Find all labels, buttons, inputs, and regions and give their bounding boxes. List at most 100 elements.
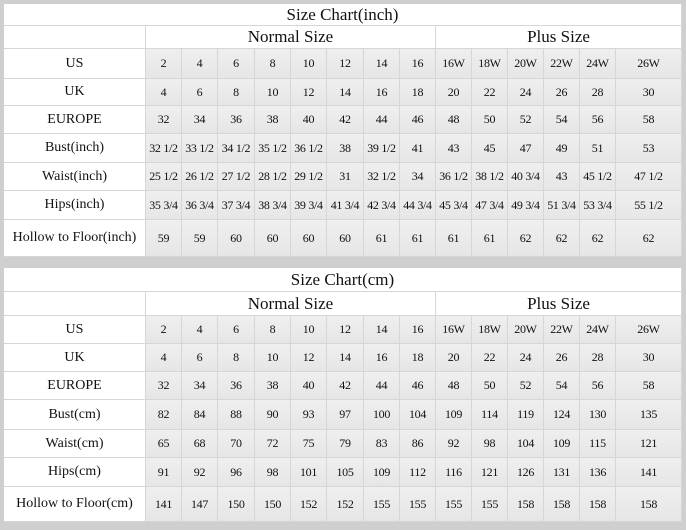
- size-value-cell: 62: [508, 220, 544, 257]
- size-value-cell: 141: [616, 458, 682, 487]
- size-value-cell: 26: [544, 344, 580, 372]
- size-value-cell: 14: [327, 79, 364, 106]
- row-label: US: [4, 49, 146, 79]
- size-value-cell: 4: [146, 79, 182, 106]
- size-value-cell: 124: [544, 400, 580, 430]
- size-value-cell: 61: [436, 220, 472, 257]
- size-value-cell: 59: [146, 220, 182, 257]
- size-value-cell: 65: [146, 430, 182, 458]
- size-value-cell: 14: [327, 344, 364, 372]
- size-value-cell: 10: [255, 344, 291, 372]
- size-value-cell: 38: [327, 134, 364, 163]
- size-value-cell: 28: [580, 79, 616, 106]
- size-value-cell: 104: [400, 400, 436, 430]
- size-value-cell: 98: [255, 458, 291, 487]
- size-value-cell: 16W: [436, 49, 472, 79]
- size-value-cell: 38 1/2: [472, 163, 508, 191]
- size-value-cell: 2: [146, 316, 182, 344]
- size-value-cell: 43: [436, 134, 472, 163]
- size-value-cell: 24: [508, 79, 544, 106]
- size-value-cell: 56: [580, 106, 616, 134]
- size-value-cell: 119: [508, 400, 544, 430]
- size-value-cell: 34: [400, 163, 436, 191]
- size-value-cell: 52: [508, 106, 544, 134]
- size-value-cell: 158: [616, 487, 682, 522]
- size-value-cell: 41 3/4: [327, 191, 364, 220]
- size-value-cell: 82: [146, 400, 182, 430]
- size-value-cell: 47 1/2: [616, 163, 682, 191]
- size-value-cell: 58: [616, 106, 682, 134]
- size-value-cell: 24: [508, 344, 544, 372]
- size-value-cell: 18W: [472, 49, 508, 79]
- size-value-cell: 26: [544, 79, 580, 106]
- size-value-cell: 20W: [508, 316, 544, 344]
- size-value-cell: 92: [182, 458, 218, 487]
- size-value-cell: 45 3/4: [436, 191, 472, 220]
- size-value-cell: 53 3/4: [580, 191, 616, 220]
- size-value-cell: 38: [255, 372, 291, 400]
- size-value-cell: 24W: [580, 316, 616, 344]
- row-label: Hips(cm): [4, 458, 146, 487]
- row-label: UK: [4, 344, 146, 372]
- size-value-cell: 152: [327, 487, 364, 522]
- size-value-cell: 32: [146, 106, 182, 134]
- size-value-cell: 155: [436, 487, 472, 522]
- size-value-cell: 29 1/2: [291, 163, 327, 191]
- size-value-cell: 38 3/4: [255, 191, 291, 220]
- size-value-cell: 61: [364, 220, 400, 257]
- size-value-cell: 50: [472, 106, 508, 134]
- size-value-cell: 112: [400, 458, 436, 487]
- row-label: Hips(inch): [4, 191, 146, 220]
- size-value-cell: 10: [291, 49, 327, 79]
- size-value-cell: 40 3/4: [508, 163, 544, 191]
- size-value-cell: 12: [291, 344, 327, 372]
- size-value-cell: 92: [436, 430, 472, 458]
- size-value-cell: 30: [616, 79, 682, 106]
- size-value-cell: 6: [218, 316, 255, 344]
- size-value-cell: 136: [580, 458, 616, 487]
- size-value-cell: 24W: [580, 49, 616, 79]
- size-value-cell: 43: [544, 163, 580, 191]
- size-value-cell: 98: [472, 430, 508, 458]
- size-value-cell: 135: [616, 400, 682, 430]
- size-value-cell: 22: [472, 79, 508, 106]
- size-value-cell: 16: [400, 316, 436, 344]
- size-value-cell: 91: [146, 458, 182, 487]
- size-value-cell: 41: [400, 134, 436, 163]
- size-value-cell: 62: [616, 220, 682, 257]
- size-value-cell: 48: [436, 372, 472, 400]
- size-value-cell: 16: [364, 79, 400, 106]
- size-value-cell: 155: [364, 487, 400, 522]
- size-value-cell: 96: [218, 458, 255, 487]
- size-value-cell: 49 3/4: [508, 191, 544, 220]
- size-value-cell: 37 3/4: [218, 191, 255, 220]
- size-value-cell: 130: [580, 400, 616, 430]
- size-value-cell: 26 1/2: [182, 163, 218, 191]
- size-value-cell: 16: [400, 49, 436, 79]
- size-value-cell: 4: [182, 49, 218, 79]
- size-value-cell: 30: [616, 344, 682, 372]
- size-value-cell: 32: [146, 372, 182, 400]
- size-value-cell: 20W: [508, 49, 544, 79]
- size-value-cell: 45: [472, 134, 508, 163]
- size-value-cell: 35 3/4: [146, 191, 182, 220]
- size-value-cell: 158: [544, 487, 580, 522]
- size-value-cell: 100: [364, 400, 400, 430]
- size-value-cell: 22: [472, 344, 508, 372]
- size-value-cell: 10: [255, 79, 291, 106]
- size-value-cell: 44: [364, 106, 400, 134]
- size-value-cell: 158: [508, 487, 544, 522]
- row-label: Hollow to Floor(inch): [4, 220, 146, 257]
- size-value-cell: 51: [580, 134, 616, 163]
- size-value-cell: 18: [400, 344, 436, 372]
- size-value-cell: 155: [400, 487, 436, 522]
- size-value-cell: 51 3/4: [544, 191, 580, 220]
- size-value-cell: 104: [508, 430, 544, 458]
- size-value-cell: 14: [364, 49, 400, 79]
- size-value-cell: 50: [472, 372, 508, 400]
- row-label: US: [4, 316, 146, 344]
- size-value-cell: 58: [616, 372, 682, 400]
- size-value-cell: 44 3/4: [400, 191, 436, 220]
- size-value-cell: 158: [580, 487, 616, 522]
- size-value-cell: 36 1/2: [436, 163, 472, 191]
